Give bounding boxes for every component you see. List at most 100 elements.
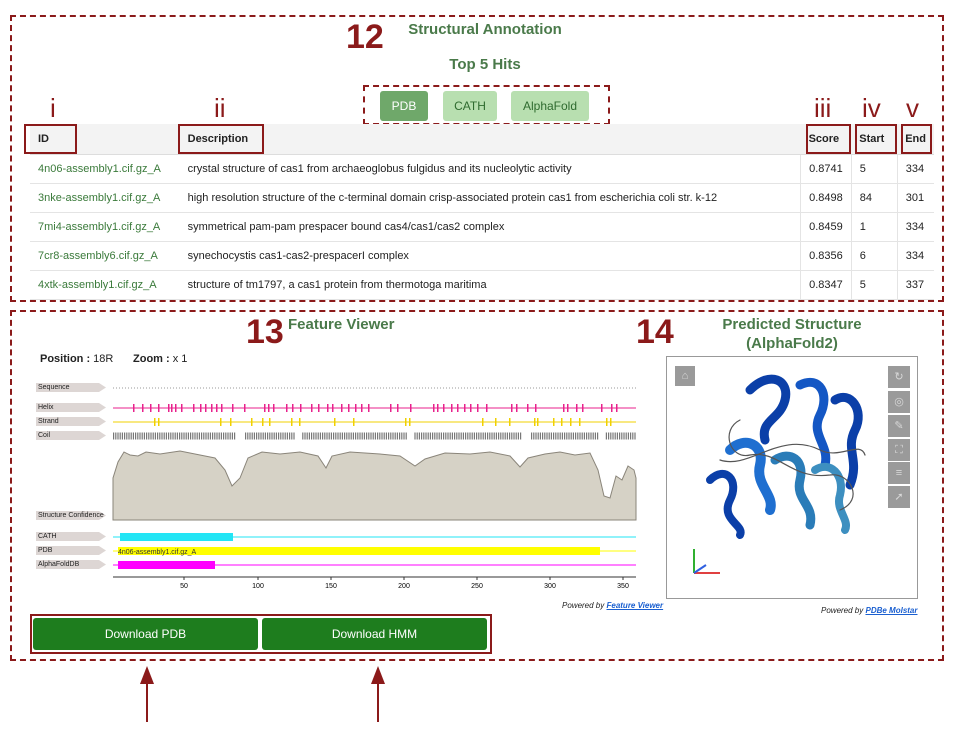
coil-segment (306, 432, 308, 440)
pdb-bar[interactable] (118, 547, 600, 555)
download-hmm-button[interactable]: Download HMM (262, 618, 487, 650)
coil-segment (399, 432, 401, 440)
helix-segment (527, 404, 529, 412)
row-id[interactable]: 7cr8-assembly6.cif.gz_A (30, 241, 180, 271)
molstar-settings-button[interactable]: ✎ (888, 415, 910, 437)
coil-segment (559, 432, 561, 440)
axis-label-350: 350 (617, 583, 629, 590)
table-row[interactable]: 4xtk-assembly1.cif.gz_A structure of tm1… (30, 270, 934, 300)
molstar-home-button[interactable]: ⌂ (675, 366, 695, 386)
track-label-sequence: Sequence (36, 383, 106, 392)
row-id[interactable]: 4xtk-assembly1.cif.gz_A (30, 270, 180, 300)
helix-segment (171, 404, 173, 412)
coil-segment (150, 432, 152, 440)
helix-segment (486, 404, 488, 412)
coil-segment (346, 432, 348, 440)
helix-segment (181, 404, 183, 412)
download-pdb-button[interactable]: Download PDB (33, 618, 258, 650)
coil-segment (328, 432, 330, 440)
coil-segment (605, 432, 607, 440)
coil-segment (500, 432, 502, 440)
coil-segment (115, 432, 117, 440)
coil-segment (271, 432, 273, 440)
coil-segment (370, 432, 372, 440)
coil-segment (185, 432, 187, 440)
col-id[interactable]: ID (30, 124, 180, 155)
helix-segment (168, 404, 170, 412)
feature-viewer-title: Feature Viewer (288, 316, 395, 333)
coil-segment (308, 432, 310, 440)
table-header-row: ID Description Score Start End (30, 124, 934, 155)
molstar-screenshot-button[interactable]: ◎ (888, 391, 910, 413)
coil-segment (482, 432, 484, 440)
zoom-readout: Zoom : x 1 (133, 353, 187, 365)
coil-segment (438, 432, 440, 440)
coil-segment (418, 432, 420, 440)
coil-segment (357, 432, 359, 440)
coil-segment (139, 432, 141, 440)
coil-segment (460, 432, 462, 440)
col-start[interactable]: Start (851, 124, 898, 155)
coil-segment (209, 432, 211, 440)
coil-segment (282, 432, 284, 440)
helix-segment (563, 404, 565, 412)
molstar-link[interactable]: PDBe Molstar (865, 606, 918, 615)
molstar-powered-prefix: Powered by (821, 606, 864, 615)
row-description: high resolution structure of the c-termi… (179, 183, 801, 213)
table-row[interactable]: 3nke-assembly1.cif.gz_A high resolution … (30, 183, 934, 213)
coil-segment (311, 432, 313, 440)
coil-segment (484, 432, 486, 440)
strand-segment (158, 418, 160, 426)
molstar-reset-button[interactable]: ↻ (888, 366, 910, 388)
coil-segment (315, 432, 317, 440)
table-row[interactable]: 7cr8-assembly6.cif.gz_A synechocystis ca… (30, 241, 934, 271)
wrench-icon: ✎ (894, 420, 904, 432)
coil-segment (592, 432, 594, 440)
helix-ticks (133, 404, 618, 412)
row-id[interactable]: 7mi4-assembly1.cif.gz_A (30, 212, 180, 242)
alphafold-bar[interactable] (118, 561, 215, 569)
col-score[interactable]: Score (800, 124, 852, 155)
axis-label-150: 150 (325, 583, 337, 590)
helix-segment (582, 404, 584, 412)
coil-segment (612, 432, 614, 440)
coil-segment (548, 432, 550, 440)
coil-segment (205, 432, 207, 440)
coil-segment (634, 432, 636, 440)
helix-segment (133, 404, 135, 412)
coil-segment (583, 432, 585, 440)
coil-segment (447, 432, 449, 440)
tab-pdb[interactable]: PDB (380, 91, 428, 121)
feature-viewer-link[interactable]: Feature Viewer (606, 601, 664, 610)
coil-segment (337, 432, 339, 440)
coil-segment (192, 432, 194, 440)
row-id[interactable]: 3nke-assembly1.cif.gz_A (30, 183, 180, 213)
coil-segment (234, 432, 236, 440)
table-row[interactable]: 4n06-assembly1.cif.gz_A crystal structur… (30, 154, 934, 184)
molstar-fullscreen-button[interactable]: ⛶ (888, 439, 910, 461)
molstar-menu-button[interactable]: ≡ (888, 462, 910, 484)
coil-segment (392, 432, 394, 440)
coil-segment (152, 432, 154, 440)
strand-segment (570, 418, 572, 426)
tab-cath[interactable]: CATH (443, 91, 497, 121)
row-id[interactable]: 4n06-assembly1.cif.gz_A (30, 154, 180, 184)
coil-segment (614, 432, 616, 440)
col-end[interactable]: End (897, 124, 934, 155)
coil-segment (480, 432, 482, 440)
tab-alphafold[interactable]: AlphaFold (511, 91, 589, 121)
coil-segment (324, 432, 326, 440)
coil-segment (423, 432, 425, 440)
molstar-select-button[interactable]: ➚ (888, 486, 910, 508)
table-row[interactable]: 7mi4-assembly1.cif.gz_A symmetrical pam-… (30, 212, 934, 242)
cath-bar[interactable] (120, 533, 233, 541)
coil-segment (251, 432, 253, 440)
coil-segment (619, 432, 621, 440)
col-description[interactable]: Description (179, 124, 801, 155)
coil-segment (493, 432, 495, 440)
coil-segment (377, 432, 379, 440)
coil-segment (249, 432, 251, 440)
row-description: crystal structure of cas1 from archaeogl… (179, 154, 801, 184)
helix-segment (327, 404, 329, 412)
